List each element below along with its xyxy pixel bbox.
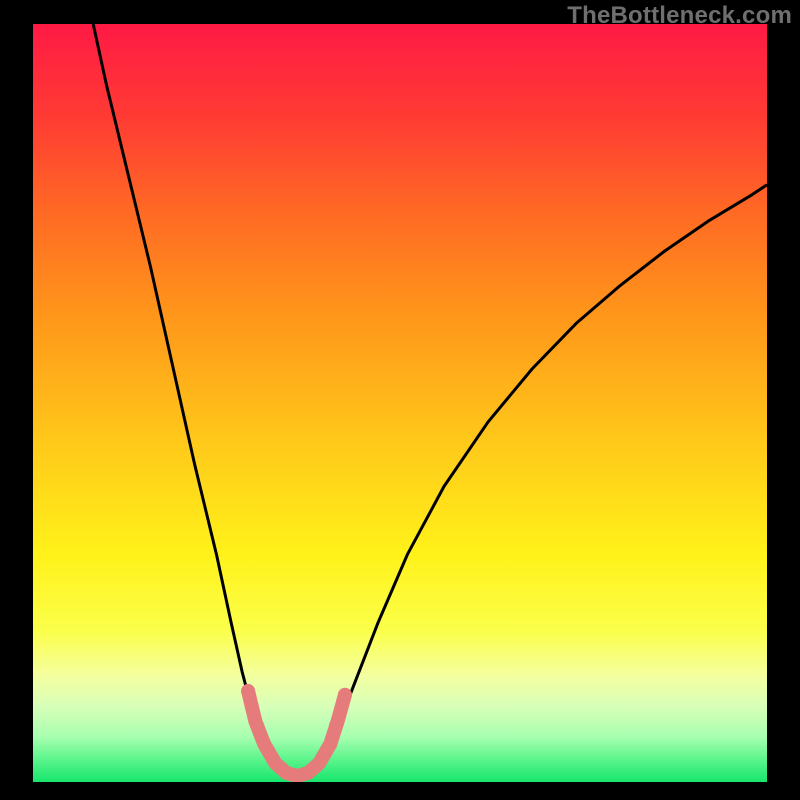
watermark-text: TheBottleneck.com	[567, 2, 792, 30]
gradient-background	[33, 24, 767, 782]
overlay-end-dot	[241, 684, 255, 698]
overlay-end-dot	[329, 718, 343, 732]
stage: TheBottleneck.com	[0, 0, 800, 800]
overlay-end-dot	[250, 718, 264, 732]
bottleneck-chart	[0, 0, 800, 800]
overlay-end-dot	[338, 688, 352, 702]
